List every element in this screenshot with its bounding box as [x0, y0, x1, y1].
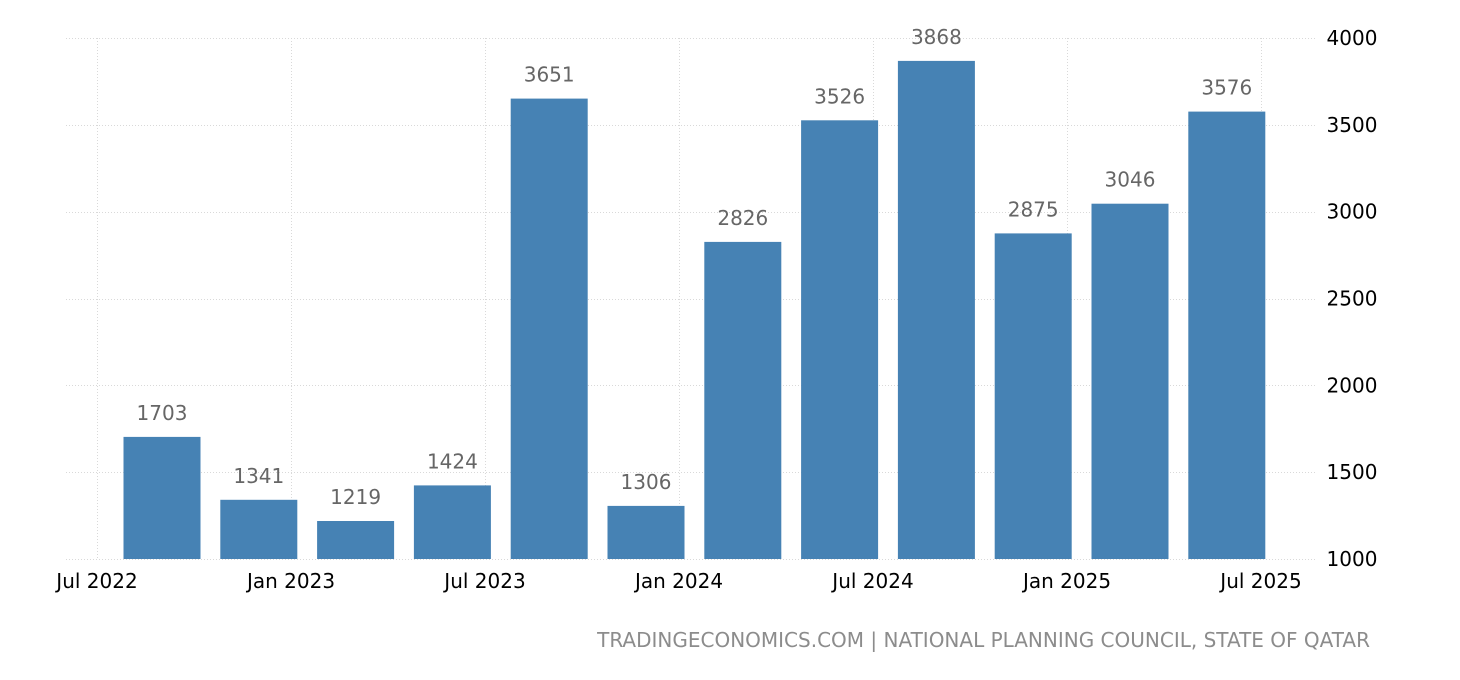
bar	[1091, 203, 1169, 559]
bar-value-label: 1306	[621, 470, 672, 494]
y-axis-ticks: 1000 1500 2000 2500 3000 3500 4000	[1327, 26, 1378, 571]
bar	[123, 436, 201, 559]
bar-value-label: 3868	[911, 25, 962, 49]
data-labels: 1703 1341 1219 1424 3651 1306 2826 3526 3868 2875…	[137, 25, 1253, 509]
x-tick-label: Jul 2023	[442, 569, 525, 593]
x-tick-label: Jul 2025	[1218, 569, 1301, 593]
bar	[1188, 111, 1266, 559]
y-tick-label: 1500	[1327, 460, 1378, 484]
bar	[897, 60, 975, 560]
bar	[607, 505, 685, 559]
source-credit: TRADINGECONOMICS.COM | NATIONAL PLANNING…	[597, 628, 1370, 652]
bar-value-label: 1424	[427, 449, 478, 473]
bar-value-label: 1219	[330, 485, 381, 509]
bar	[801, 120, 879, 560]
bar	[704, 241, 782, 559]
y-tick-label: 1000	[1327, 547, 1378, 571]
y-tick-label: 2000	[1327, 373, 1378, 397]
x-tick-label: Jul 2024	[830, 569, 913, 593]
x-tick-label: Jan 2023	[245, 569, 335, 593]
bar	[413, 485, 491, 559]
y-tick-label: 2500	[1327, 287, 1378, 311]
bar-series	[123, 60, 1266, 560]
bar	[994, 233, 1072, 559]
x-tick-label: Jul 2022	[54, 569, 137, 593]
y-tick-label: 4000	[1327, 26, 1378, 50]
bar-value-label: 3651	[524, 63, 575, 87]
bar	[510, 98, 588, 559]
bar-value-label: 1341	[233, 464, 284, 488]
bar-value-label: 3526	[814, 84, 865, 108]
bar-value-label: 3046	[1105, 168, 1156, 192]
x-tick-label: Jan 2024	[633, 569, 723, 593]
bar-value-label: 2826	[717, 206, 768, 230]
x-axis-ticks: Jul 2022 Jan 2023 Jul 2023 Jan 2024 Jul 2024…	[54, 569, 1301, 593]
bar	[317, 521, 395, 559]
y-tick-label: 3000	[1327, 200, 1378, 224]
y-tick-label: 3500	[1327, 113, 1378, 137]
x-tick-label: Jan 2025	[1021, 569, 1111, 593]
bar-value-label: 2875	[1008, 197, 1059, 221]
bar	[220, 499, 298, 559]
bar-value-label: 3576	[1201, 76, 1252, 100]
bar-value-label: 1703	[137, 401, 188, 425]
